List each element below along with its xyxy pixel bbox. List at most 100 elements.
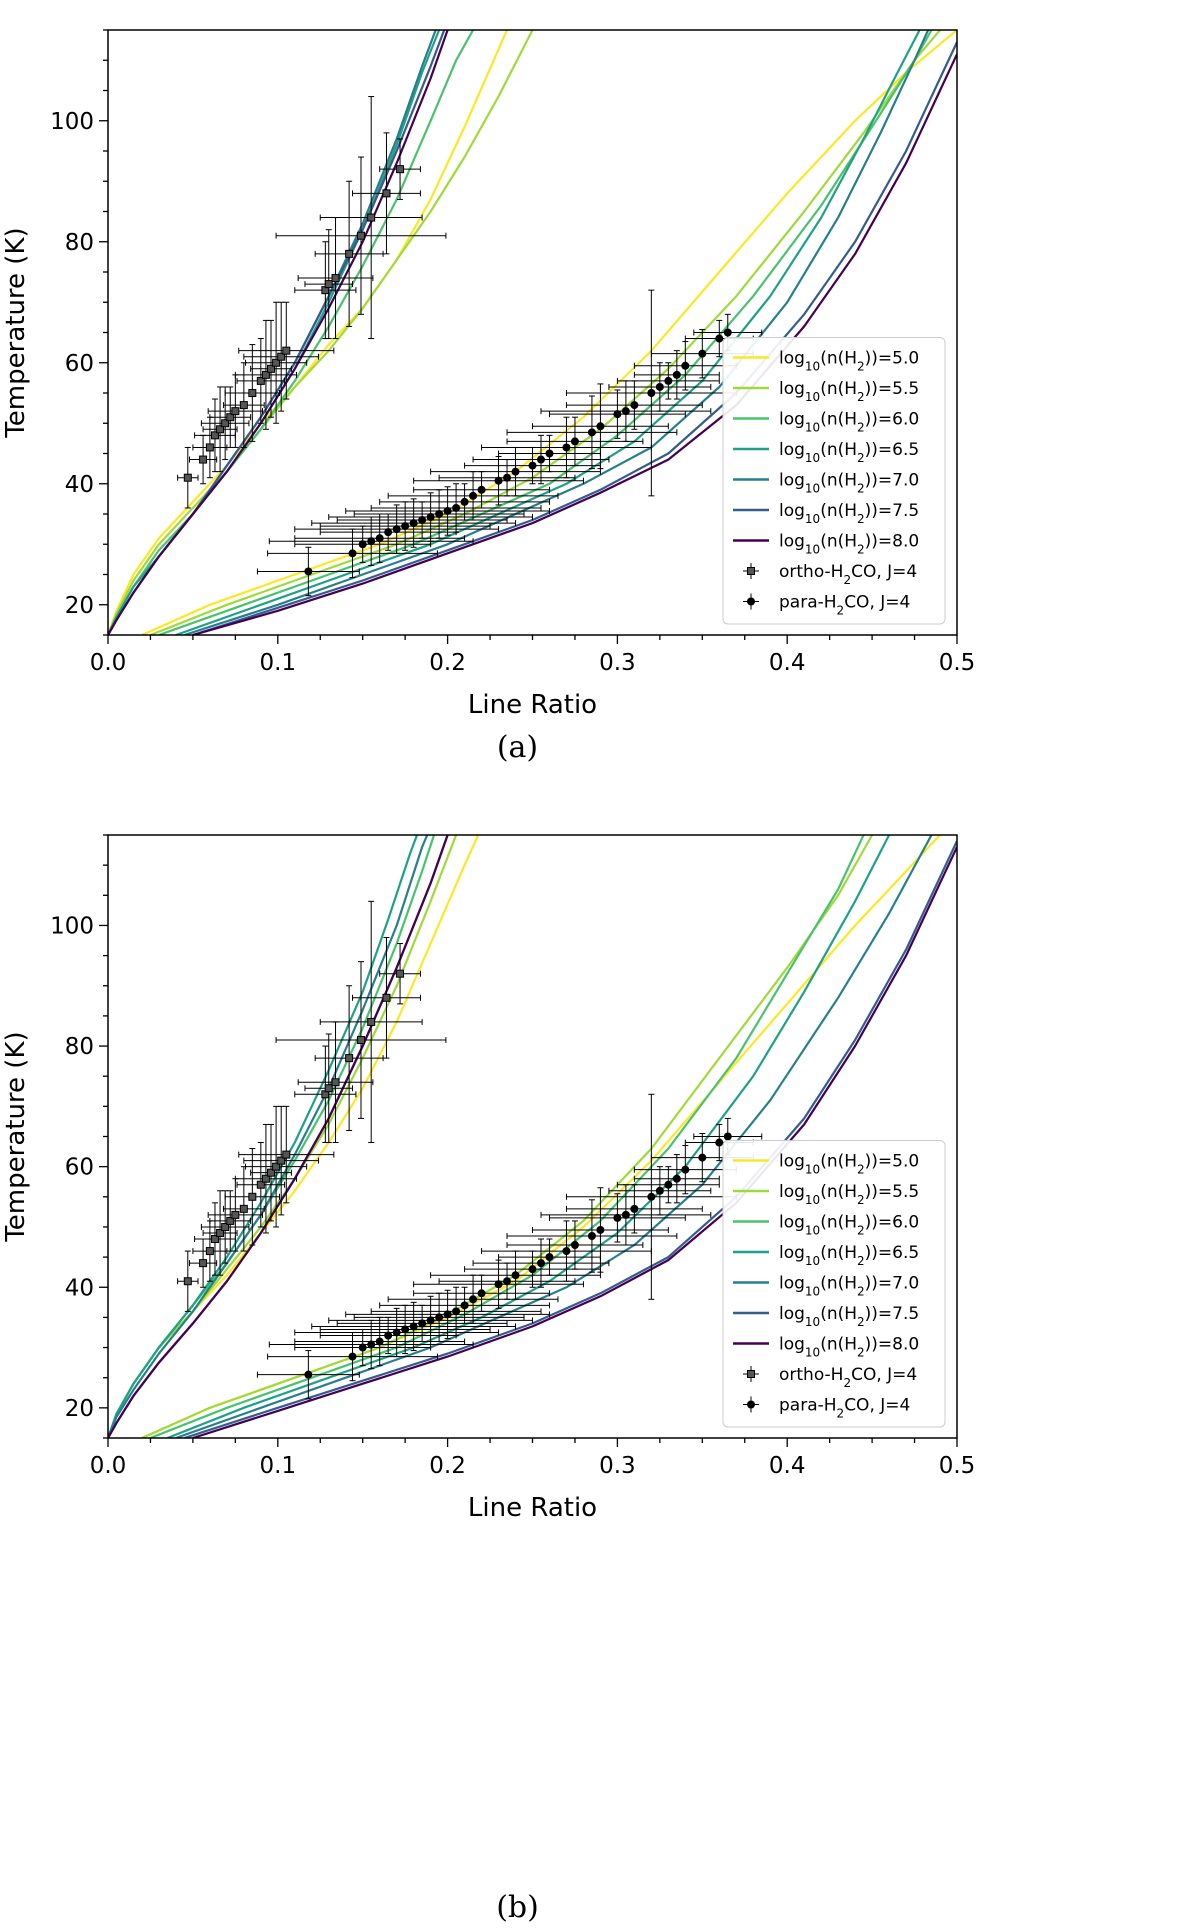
subscript: 2: [837, 1407, 845, 1421]
legend-item: ortho-H2CO, J=4: [743, 1365, 917, 1390]
square-marker: [277, 1156, 286, 1165]
circle-marker: [503, 473, 512, 482]
model-curve-ortho: [108, 30, 534, 635]
data-point: [238, 1105, 335, 1204]
data-point: [345, 486, 550, 536]
text-part: ))=7.0: [865, 471, 920, 491]
data-point: [633, 341, 737, 391]
data-point: [328, 1295, 533, 1346]
text-part: log: [779, 501, 805, 521]
y-tick-label: 100: [50, 913, 94, 939]
legend-label: log10(n(H2))=5.0: [779, 349, 919, 374]
text-part: log: [779, 379, 805, 399]
data-point: [352, 132, 421, 255]
data-point: [177, 1250, 199, 1312]
legend-label: log10(n(H2))=7.5: [779, 1304, 919, 1329]
square-marker: [216, 1228, 225, 1237]
subscript: 10: [805, 1346, 820, 1360]
subscript: 10: [805, 1254, 820, 1268]
subscript: 2: [843, 573, 851, 587]
data-point: [250, 319, 292, 418]
circle-marker: [681, 361, 690, 370]
circle-marker: [681, 1165, 690, 1174]
text-part: (n(H: [820, 1213, 857, 1233]
data-point: [319, 96, 423, 340]
legend-item: log10(n(H2))=7.0: [733, 471, 919, 496]
circle-marker: [392, 1328, 401, 1337]
text-part: CO, J=4: [851, 1365, 917, 1385]
circle-marker: [348, 1352, 357, 1361]
data-point: [267, 1331, 438, 1382]
data-point: [379, 943, 421, 1005]
circle-marker: [443, 1310, 452, 1319]
square-marker: [183, 1277, 192, 1286]
square-marker: [205, 1247, 214, 1256]
data-point: [275, 156, 447, 315]
legend-item: log10(n(H2))=6.0: [733, 410, 919, 435]
subscript: 2: [857, 1254, 865, 1268]
text-part: ))=8.0: [865, 1335, 920, 1355]
text-part: log: [779, 532, 805, 552]
model-curve-para: [192, 41, 957, 635]
circle-marker: [511, 1271, 520, 1280]
legend: log10(n(H2))=5.0log10(n(H2))=5.5log10(n(…: [722, 337, 946, 625]
data-point: [548, 1193, 686, 1243]
data-point: [336, 1304, 508, 1343]
square-marker: [357, 231, 366, 240]
circle-marker: [477, 485, 486, 494]
square-marker: [210, 431, 219, 440]
data-point: [506, 1220, 644, 1270]
square-marker: [282, 1150, 291, 1159]
circle-marker: [367, 1340, 376, 1349]
data-point: [202, 1190, 238, 1276]
circle-marker: [647, 1192, 656, 1201]
data-point: [275, 961, 447, 1119]
text-part: log: [779, 1274, 805, 1294]
panel-caption: (a): [497, 730, 538, 765]
text-part: log: [779, 1243, 805, 1263]
subscript: 2: [857, 1315, 865, 1329]
y-tick-label: 80: [65, 1034, 94, 1060]
data-point: [430, 446, 601, 497]
data-point: [177, 446, 199, 509]
circle-marker: [477, 1289, 486, 1298]
subscript: 2: [857, 421, 865, 435]
square-marker: [324, 1084, 333, 1093]
circle-marker: [672, 370, 681, 379]
square-marker: [183, 473, 192, 482]
circle-marker: [358, 540, 367, 549]
square-marker: [367, 1017, 376, 1026]
legend-item: log10(n(H2))=8.0: [733, 532, 919, 557]
data-point: [532, 383, 669, 470]
circle-marker: [672, 1174, 681, 1183]
circle-marker: [460, 497, 469, 506]
data-point: [370, 483, 542, 533]
circle-marker: [715, 334, 724, 343]
subscript: 10: [805, 1193, 820, 1207]
data-point: [413, 1274, 550, 1312]
y-axis: 20 40 60 80 100: [50, 834, 108, 1439]
data-point: [387, 1274, 559, 1324]
subscript: 10: [805, 1163, 820, 1177]
data-point: [234, 1123, 297, 1234]
text-part: ))=6.0: [865, 410, 920, 430]
subscript: 2: [857, 451, 865, 465]
legend-label: para-H2CO, J=4: [779, 1396, 910, 1421]
legend-box: [722, 1140, 946, 1428]
square-marker: [396, 165, 405, 174]
circle-marker: [630, 1204, 639, 1213]
circle-marker: [545, 1253, 554, 1262]
square-marker: [199, 455, 208, 464]
circle-marker: [426, 513, 435, 522]
subscript: 2: [857, 1224, 865, 1238]
text-part: ortho-H: [779, 1365, 843, 1385]
x-tick-label: 0.5: [939, 1453, 976, 1479]
text-part: (n(H: [820, 1152, 857, 1172]
data-point: [472, 1238, 610, 1288]
square-marker: [210, 1235, 219, 1244]
text-part: (n(H: [820, 410, 857, 430]
data-point: [202, 386, 238, 473]
legend-label: log10(n(H2))=5.5: [779, 379, 919, 404]
subscript: 10: [805, 512, 820, 526]
